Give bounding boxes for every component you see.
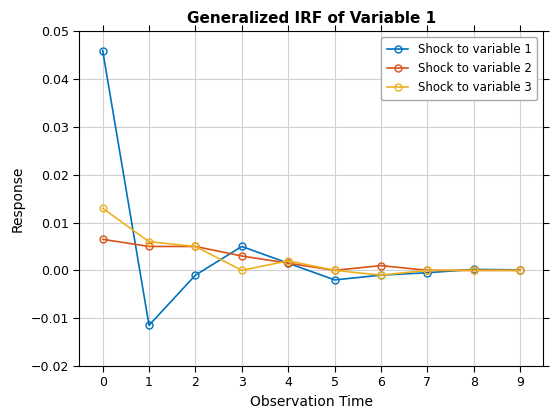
Shock to variable 2	[192, 244, 199, 249]
Shock to variable 2	[146, 244, 152, 249]
Shock to variable 1	[192, 273, 199, 278]
Shock to variable 2	[99, 237, 106, 242]
Shock to variable 2	[424, 268, 431, 273]
Shock to variable 1	[470, 267, 477, 272]
Shock to variable 3	[377, 273, 384, 278]
Line: Shock to variable 3: Shock to variable 3	[99, 205, 524, 278]
Line: Shock to variable 2: Shock to variable 2	[99, 236, 524, 274]
Shock to variable 3	[470, 268, 477, 273]
Shock to variable 2	[377, 263, 384, 268]
Shock to variable 2	[517, 268, 524, 273]
Shock to variable 1	[424, 270, 431, 275]
Shock to variable 1	[331, 277, 338, 282]
Shock to variable 2	[470, 268, 477, 273]
Line: Shock to variable 1: Shock to variable 1	[99, 47, 524, 329]
Shock to variable 3	[517, 268, 524, 273]
Legend: Shock to variable 1, Shock to variable 2, Shock to variable 3: Shock to variable 1, Shock to variable 2…	[381, 37, 538, 100]
Shock to variable 3	[192, 244, 199, 249]
Shock to variable 2	[331, 268, 338, 273]
Y-axis label: Response: Response	[11, 165, 25, 232]
Shock to variable 3	[239, 268, 245, 273]
Shock to variable 2	[285, 261, 292, 266]
Shock to variable 1	[239, 244, 245, 249]
Shock to variable 1	[99, 48, 106, 53]
Shock to variable 1	[146, 323, 152, 328]
Title: Generalized IRF of Variable 1: Generalized IRF of Variable 1	[187, 11, 436, 26]
Shock to variable 1	[517, 268, 524, 273]
Shock to variable 3	[424, 268, 431, 273]
Shock to variable 3	[146, 239, 152, 244]
Shock to variable 1	[377, 273, 384, 278]
Shock to variable 1	[285, 261, 292, 266]
Shock to variable 3	[99, 206, 106, 211]
Shock to variable 3	[331, 268, 338, 273]
Shock to variable 3	[285, 258, 292, 263]
Shock to variable 2	[239, 254, 245, 259]
X-axis label: Observation Time: Observation Time	[250, 395, 373, 409]
